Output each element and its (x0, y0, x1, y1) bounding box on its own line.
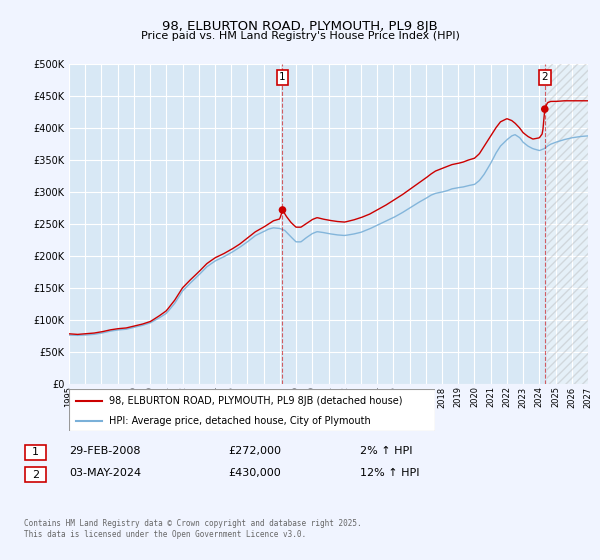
Text: 03-MAY-2024: 03-MAY-2024 (69, 468, 141, 478)
Bar (547, 64, 588, 384)
Text: HPI: Average price, detached house, City of Plymouth: HPI: Average price, detached house, City… (109, 416, 371, 426)
Text: 1: 1 (32, 447, 39, 458)
Text: £272,000: £272,000 (228, 446, 281, 456)
Text: 2% ↑ HPI: 2% ↑ HPI (360, 446, 413, 456)
Text: Price paid vs. HM Land Registry's House Price Index (HPI): Price paid vs. HM Land Registry's House … (140, 31, 460, 41)
Text: 12% ↑ HPI: 12% ↑ HPI (360, 468, 419, 478)
FancyBboxPatch shape (25, 445, 46, 460)
Text: Contains HM Land Registry data © Crown copyright and database right 2025.
This d: Contains HM Land Registry data © Crown c… (24, 519, 362, 539)
FancyBboxPatch shape (69, 389, 435, 431)
Text: £430,000: £430,000 (228, 468, 281, 478)
Point (278, 206, 287, 214)
FancyBboxPatch shape (25, 467, 46, 482)
Text: 2: 2 (32, 470, 39, 480)
Text: 98, ELBURTON ROAD, PLYMOUTH, PL9 8JB: 98, ELBURTON ROAD, PLYMOUTH, PL9 8JB (162, 20, 438, 32)
Text: 29-FEB-2008: 29-FEB-2008 (69, 446, 140, 456)
Text: 98, ELBURTON ROAD, PLYMOUTH, PL9 8JB (detached house): 98, ELBURTON ROAD, PLYMOUTH, PL9 8JB (de… (109, 396, 403, 406)
Text: 1: 1 (279, 72, 286, 82)
Text: 2: 2 (541, 72, 548, 82)
Point (540, 105, 550, 114)
